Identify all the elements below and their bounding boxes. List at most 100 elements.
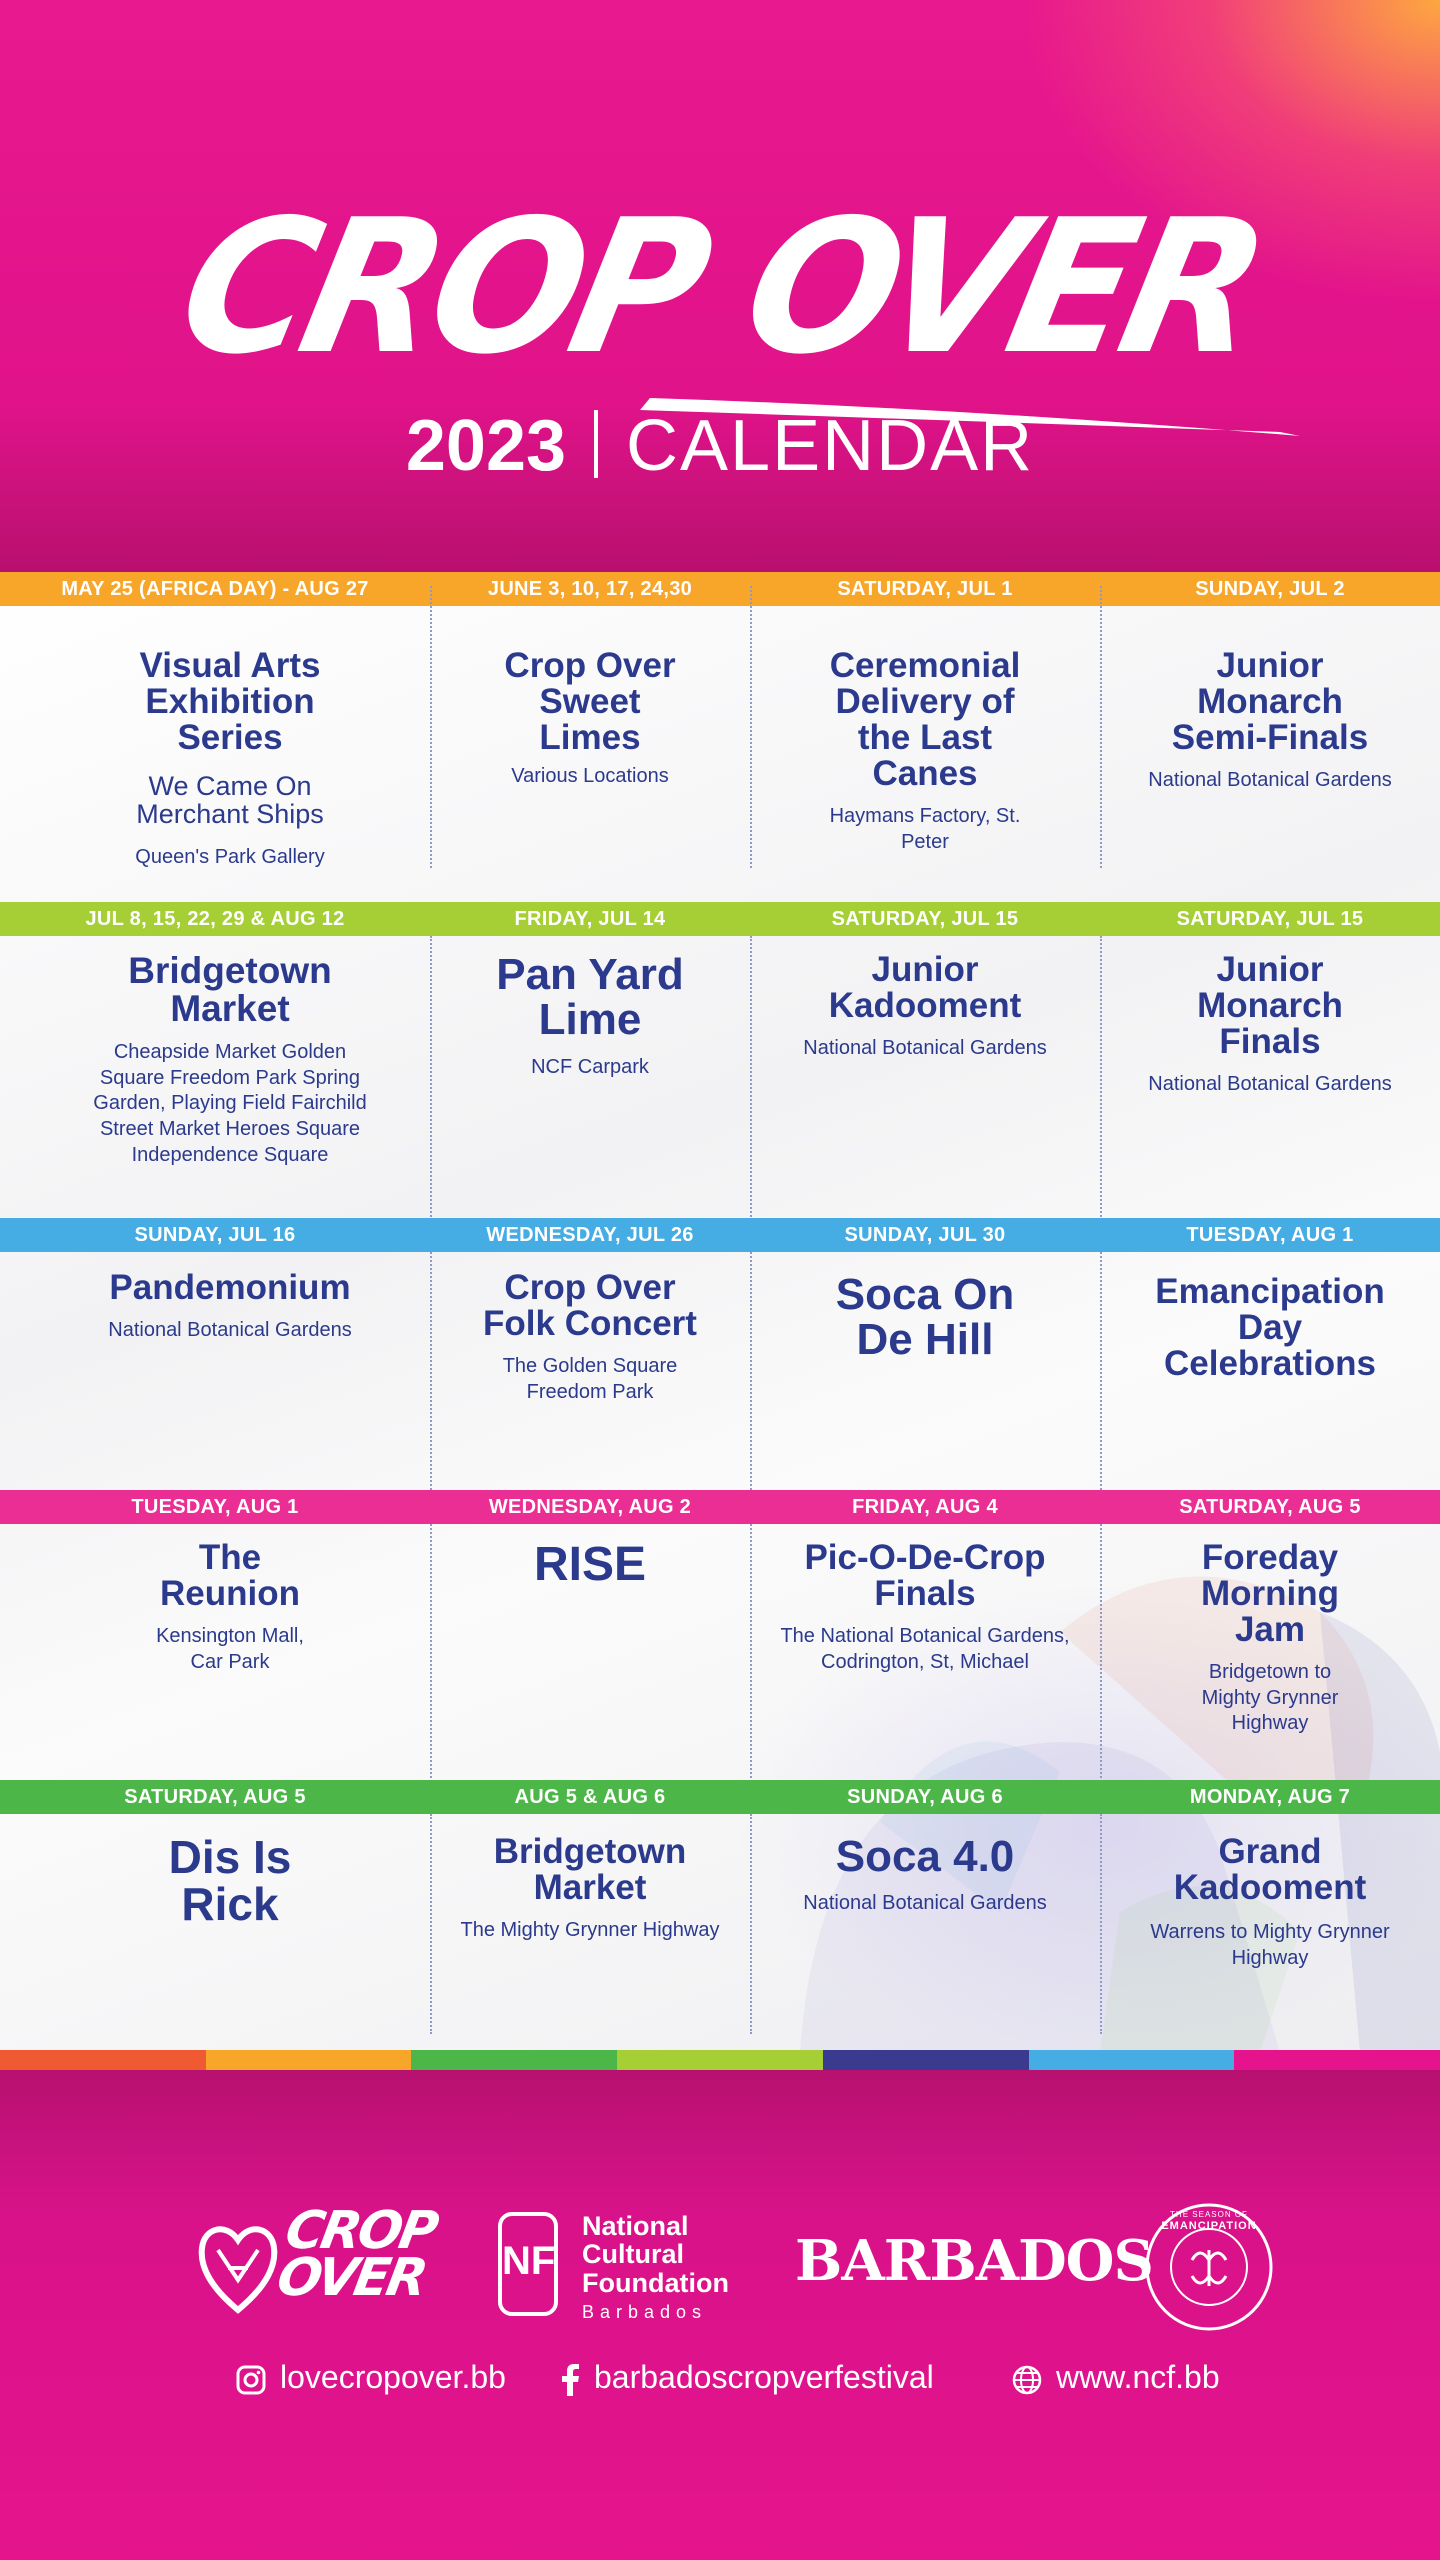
date-label: TUESDAY, AUG 1 xyxy=(1186,1224,1354,1246)
column-divider xyxy=(1100,1524,1102,1794)
globe-icon xyxy=(1012,2365,1042,2394)
event-location: Various Locations xyxy=(511,765,669,788)
emancipation-seal-icon xyxy=(1145,2203,1273,2331)
column-divider xyxy=(750,1524,752,1794)
stripe xyxy=(822,2050,1029,2070)
event-soca-4: Soca 4.0 National Botanical Gardens xyxy=(750,1834,1100,1917)
event-title: Junior Kadooment xyxy=(828,950,1022,1026)
row-2-date-band: JUL 8, 15, 22, 29 & AUG 12 FRIDAY, JUL 1… xyxy=(0,902,1440,936)
calendar-grid: MAY 25 (AFRICA DAY) - AUG 27 JUNE 3, 10,… xyxy=(0,572,1440,2052)
event-title: Ceremonial Delivery of the Last Canes xyxy=(829,646,1021,794)
event-title: Pandemonium xyxy=(109,1268,351,1307)
event-location: NCF Carpark xyxy=(531,1055,649,1078)
date-label: AUG 5 & AUG 6 xyxy=(514,1786,666,1808)
row-1-date-band: MAY 25 (AFRICA DAY) - AUG 27 JUNE 3, 10,… xyxy=(0,572,1440,606)
column-divider xyxy=(1100,1252,1102,1502)
column-divider xyxy=(430,936,432,1236)
column-divider xyxy=(1100,586,1102,868)
date-label: SATURDAY, JUL 15 xyxy=(1176,908,1364,930)
website-url: www.ncf.bb xyxy=(1056,2359,1220,2395)
stripe xyxy=(1028,2050,1235,2070)
event-bridgetown-market: Bridgetown Market Cheapside Market Golde… xyxy=(20,950,440,1168)
event-junior-monarch-finals: Junior Monarch Finals National Botanical… xyxy=(1100,950,1440,1098)
event-title: Bridgetown Market xyxy=(128,950,332,1030)
event-soca-on-de-hill: Soca On De Hill xyxy=(750,1272,1100,1363)
watermark-art xyxy=(800,1576,1440,2052)
logo-word-over: OVER xyxy=(272,2247,430,2308)
date-label: JUNE 3, 10, 17, 24,30 xyxy=(487,578,693,600)
event-location: Queen's Park Gallery xyxy=(135,845,325,868)
column-divider xyxy=(750,936,752,1236)
event-folk-concert: Crop Over Folk Concert The Golden Square… xyxy=(430,1268,750,1405)
event-location: National Botanical Gardens xyxy=(1148,769,1392,792)
social-website[interactable]: www.ncf.bb xyxy=(1012,2352,1220,2402)
event-title: Pic-O-De-Crop Finals xyxy=(804,1538,1046,1614)
column-divider xyxy=(430,586,432,868)
row-5-date-band: SATURDAY, AUG 5 AUG 5 & AUG 6 SUNDAY, AU… xyxy=(0,1780,1440,1814)
date-label: FRIDAY, AUG 4 xyxy=(852,1496,998,1518)
date-label: SATURDAY, JUL 15 xyxy=(831,908,1019,930)
event-bridgetown-market-2: Bridgetown Market The Mighty Grynner Hig… xyxy=(430,1832,750,1944)
event-title: Soca On De Hill xyxy=(835,1270,1015,1365)
event-title: Junior Monarch Finals xyxy=(1197,950,1343,1062)
stripe xyxy=(205,2050,412,2070)
event-location: National Botanical Gardens xyxy=(803,1037,1047,1060)
event-junior-monarch-semis: Junior Monarch Semi-Finals National Bota… xyxy=(1100,646,1440,794)
column-divider xyxy=(750,586,752,868)
instagram-icon xyxy=(236,2365,266,2395)
emancipation-seal: THE SEASON OF EMANCIPATION xyxy=(1142,2200,1276,2334)
event-title: Pan Yard Lime xyxy=(496,950,684,1045)
date-label: FRIDAY, JUL 14 xyxy=(514,908,666,930)
date-label: WEDNESDAY, AUG 2 xyxy=(488,1496,692,1518)
event-location: National Botanical Gardens xyxy=(108,1319,352,1342)
event-location: Cheapside Market Golden Square Freedom P… xyxy=(93,1041,367,1166)
event-location: Haymans Factory, St. Peter xyxy=(829,805,1021,853)
date-label: WEDNESDAY, JUL 26 xyxy=(486,1224,694,1246)
ncf-line: Cultural xyxy=(582,2239,685,2270)
social-facebook[interactable]: barbadoscropverfestival xyxy=(560,2352,934,2402)
title-divider xyxy=(594,410,599,478)
column-divider xyxy=(1100,936,1102,1236)
event-title: Visual Arts Exhibition Series xyxy=(139,646,321,758)
event-subtitle: We Came On Merchant Ships xyxy=(136,771,324,830)
event-pan-yard-lime: Pan Yard Lime NCF Carpark xyxy=(430,952,750,1080)
event-title: Bridgetown Market xyxy=(493,1832,687,1908)
row-4-date-band: TUESDAY, AUG 1 WEDNESDAY, AUG 2 FRIDAY, … xyxy=(0,1490,1440,1524)
event-location: Warrens to Mighty Grynner Highway xyxy=(1150,1921,1390,1969)
column-divider xyxy=(430,1252,432,1502)
event-sweet-limes: Crop Over Sweet Limes Various Locations xyxy=(430,646,750,790)
event-location: Kensington Mall, Car Park xyxy=(156,1625,304,1673)
event-title: The Reunion xyxy=(160,1538,300,1614)
event-title: Junior Monarch Semi-Finals xyxy=(1171,646,1369,758)
title-subline: 2023 CALENDAR xyxy=(0,410,1440,482)
event-the-reunion: The Reunion Kensington Mall, Car Park xyxy=(20,1538,440,1675)
date-label: MONDAY, AUG 7 xyxy=(1189,1786,1351,1808)
poster-footer: CROP OVER NF National Cultural Foundatio… xyxy=(0,2070,1440,2560)
event-location: National Botanical Gardens xyxy=(1148,1073,1392,1096)
event-location: National Botanical Gardens xyxy=(803,1892,1047,1915)
crop-over-title: CROP OVER xyxy=(163,179,1277,396)
ncf-line: Barbados xyxy=(582,2302,708,2323)
event-title: Soca 4.0 xyxy=(835,1832,1015,1881)
date-label: SUNDAY, JUL 2 xyxy=(1195,578,1345,600)
event-last-canes: Ceremonial Delivery of the Last Canes Ha… xyxy=(750,646,1100,855)
date-label: JUL 8, 15, 22, 29 & AUG 12 xyxy=(85,908,345,930)
event-title: Crop Over Sweet Limes xyxy=(504,646,676,758)
event-title: Grand Kadooment xyxy=(1173,1832,1367,1908)
date-label: TUESDAY, AUG 1 xyxy=(131,1496,299,1518)
event-grand-kadooment: Grand Kadooment Warrens to Mighty Grynne… xyxy=(1100,1832,1440,1971)
ncf-logo-text: National Cultural Foundation Barbados xyxy=(582,2212,729,2322)
heart-logo-icon xyxy=(198,2226,278,2314)
crop-over-logo: CROP OVER xyxy=(272,2201,481,2308)
date-label: SATURDAY, AUG 5 xyxy=(1179,1496,1361,1518)
social-instagram[interactable]: lovecropover.bb xyxy=(236,2352,506,2402)
date-label: SUNDAY, AUG 6 xyxy=(847,1786,1003,1808)
title-year: 2023 xyxy=(405,406,567,486)
event-title: Crop Over Folk Concert xyxy=(483,1268,697,1344)
color-stripes xyxy=(0,2050,1440,2070)
facebook-icon xyxy=(562,2363,579,2396)
event-location: The Mighty Grynner Highway xyxy=(460,1919,720,1942)
event-emancipation-day: Emancipation Day Celebrations xyxy=(1100,1273,1440,1382)
title-swoosh xyxy=(640,398,1300,436)
column-divider xyxy=(430,1524,432,1794)
